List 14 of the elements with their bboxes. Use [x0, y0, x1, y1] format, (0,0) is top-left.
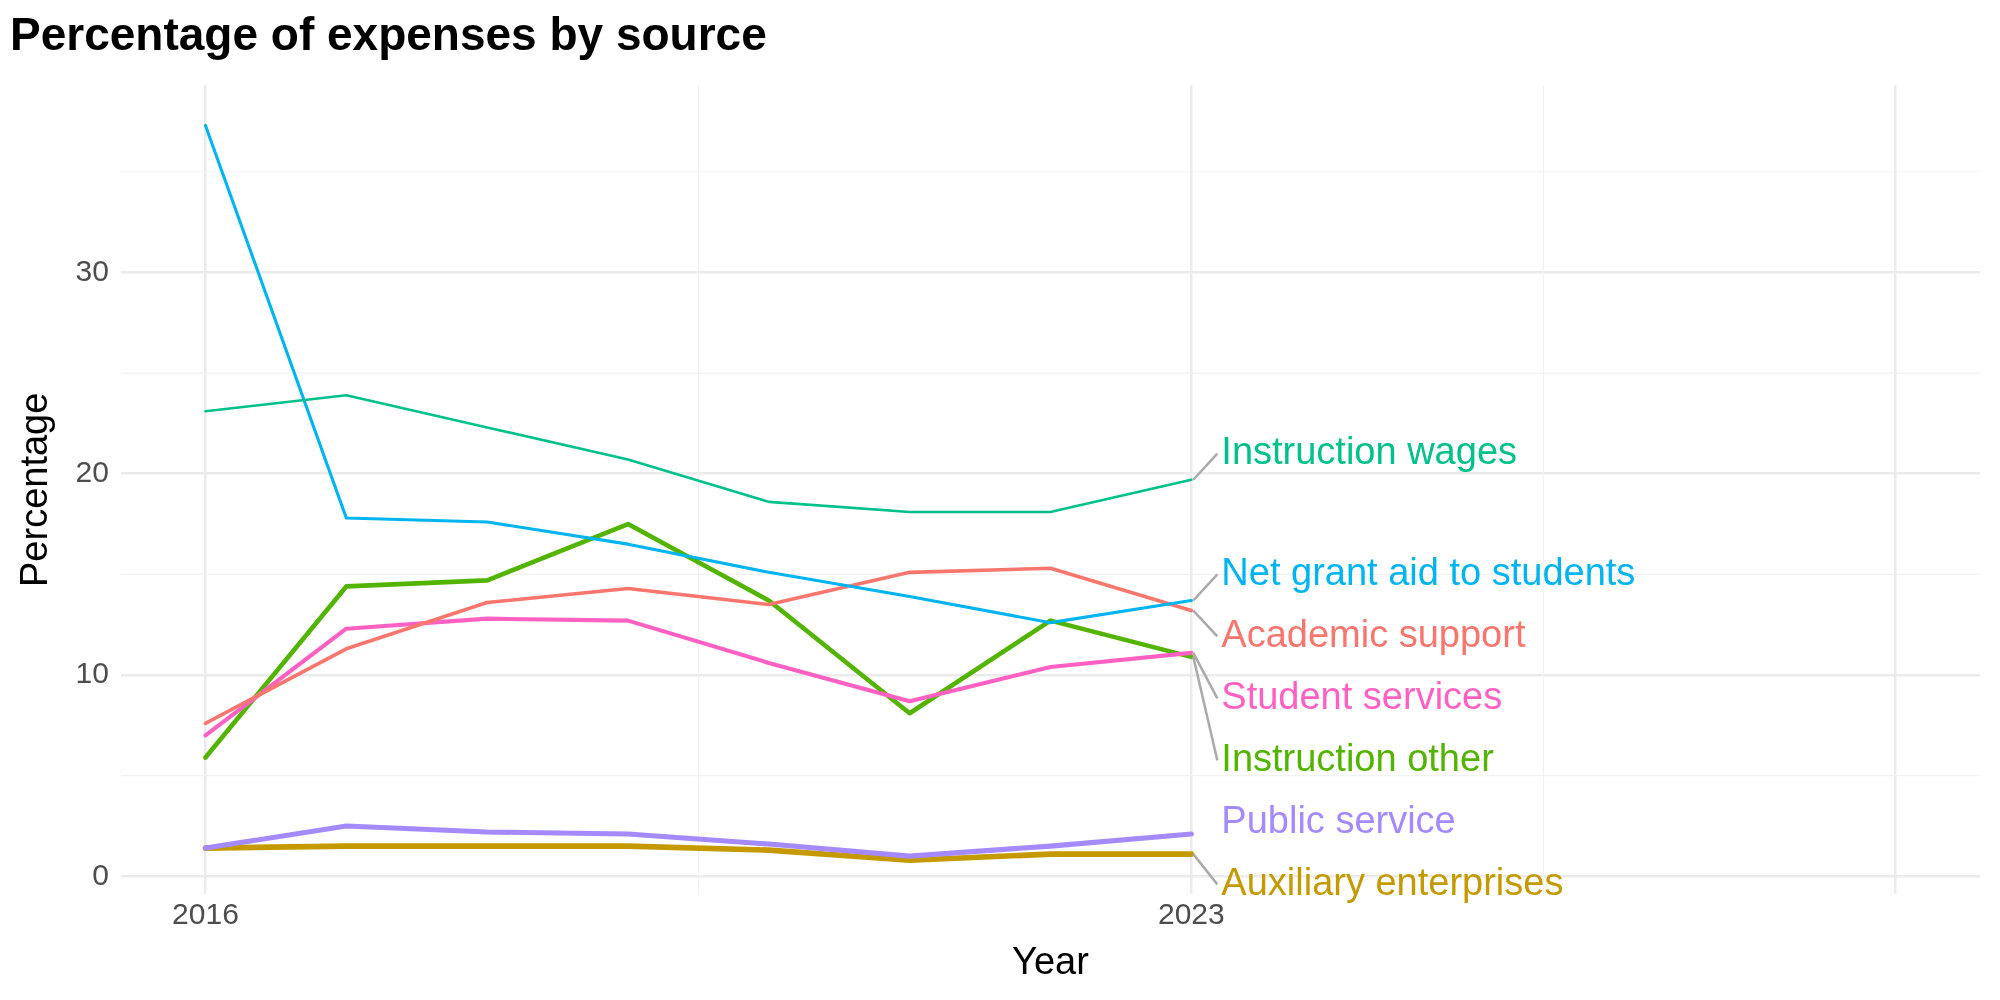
x-tick-label: 2016: [172, 896, 239, 930]
series-label: Student services: [1221, 674, 1503, 717]
y-tick-label: 0: [92, 857, 109, 891]
y-axis-title: Percentage: [13, 392, 56, 587]
series-label: Instruction wages: [1221, 430, 1518, 473]
text: Instruction other: [1221, 736, 1495, 779]
y-tick-label: 30: [75, 253, 109, 287]
y-tick-label: 10: [75, 656, 109, 690]
series-label: Public service: [1221, 798, 1456, 841]
y-tick-label: 20: [75, 454, 109, 488]
series-label: Academic support: [1221, 612, 1526, 655]
x-axis-title: Year: [1012, 939, 1090, 982]
series-label: Net grant aid to students: [1221, 550, 1636, 593]
chart-title: Percentage of expenses by source: [10, 8, 767, 61]
